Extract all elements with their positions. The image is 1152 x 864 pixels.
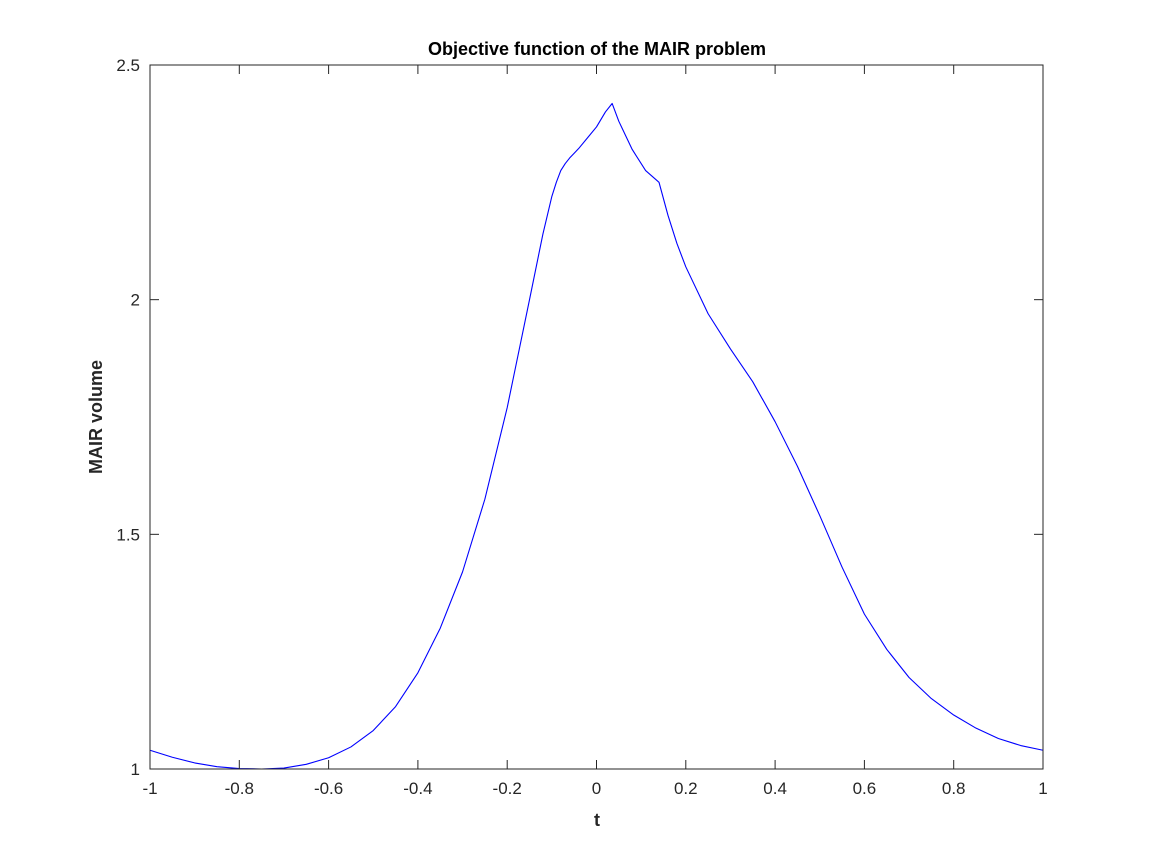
x-tick-label: 0.2: [674, 779, 698, 798]
x-tick-label: 0: [592, 779, 601, 798]
x-tick-label: -0.4: [403, 779, 432, 798]
x-tick-label: 0.6: [853, 779, 877, 798]
x-tick-label: -1: [142, 779, 157, 798]
x-tick-label: 1: [1038, 779, 1047, 798]
chart-title: Objective function of the MAIR problem: [428, 39, 766, 59]
x-tick-label: 0.4: [763, 779, 787, 798]
y-axis-title: MAIR volume: [86, 360, 106, 474]
x-axis-title: t: [594, 810, 600, 830]
y-tick-label: 2.5: [116, 56, 140, 75]
y-tick-label: 1.5: [116, 525, 140, 544]
tick-marks: [149, 64, 1044, 770]
y-tick-label: 1: [131, 760, 140, 779]
x-tick-label: -0.8: [225, 779, 254, 798]
x-tick-labels: -1 -0.8 -0.6 -0.4 -0.2 0 0.2 0.4 0.6 0.8 1: [142, 779, 1047, 798]
series-line-0: [149, 102, 1044, 770]
y-tick-labels: 1 1.5 2 2.5: [116, 56, 140, 779]
plot-area: [149, 64, 1044, 770]
x-tick-label: -0.6: [314, 779, 343, 798]
plot-background: [150, 65, 1043, 769]
x-tick-label: 0.8: [942, 779, 966, 798]
x-tick-label: -0.2: [493, 779, 522, 798]
y-tick-label: 2: [131, 291, 140, 310]
